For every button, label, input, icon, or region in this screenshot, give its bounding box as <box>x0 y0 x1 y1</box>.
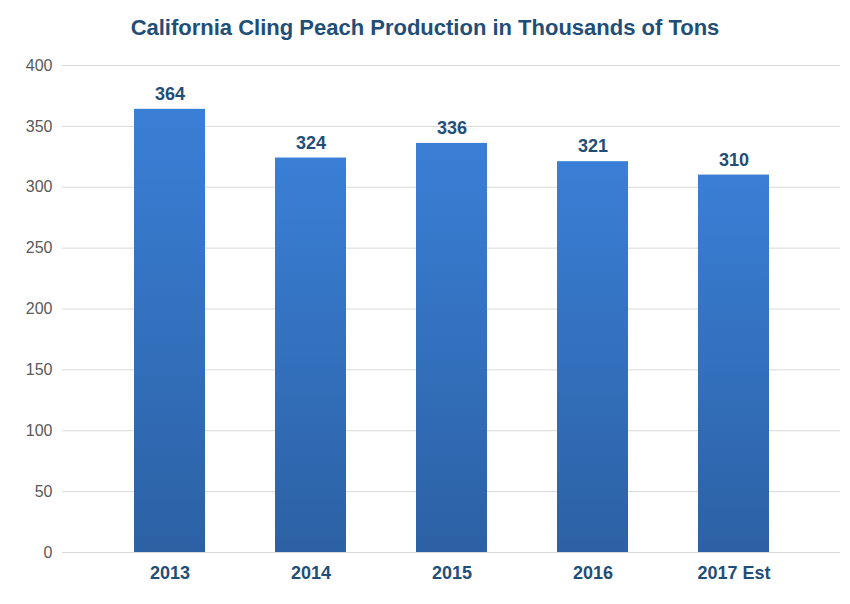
svg-text:400: 400 <box>26 57 53 74</box>
svg-text:0: 0 <box>44 544 53 561</box>
svg-text:2014: 2014 <box>291 563 331 583</box>
svg-text:364: 364 <box>155 84 185 104</box>
svg-text:200: 200 <box>26 300 53 317</box>
svg-text:350: 350 <box>26 117 53 134</box>
svg-text:324: 324 <box>296 133 326 153</box>
svg-text:50: 50 <box>35 483 53 500</box>
svg-text:310: 310 <box>719 150 749 170</box>
svg-text:2013: 2013 <box>150 563 190 583</box>
svg-text:2015: 2015 <box>432 563 472 583</box>
svg-text:2016: 2016 <box>573 563 613 583</box>
svg-text:336: 336 <box>437 118 467 138</box>
html-text:California Cling Peach Product: California Cling Peach Production in Tho… <box>130 15 720 40</box>
svg-text:321: 321 <box>578 136 608 156</box>
svg-text:300: 300 <box>26 178 53 195</box>
svg-text:2017 Est: 2017 Est <box>697 563 770 583</box>
svg-text:150: 150 <box>26 361 53 378</box>
svg-text:100: 100 <box>26 422 53 439</box>
svg-text:250: 250 <box>26 239 53 256</box>
